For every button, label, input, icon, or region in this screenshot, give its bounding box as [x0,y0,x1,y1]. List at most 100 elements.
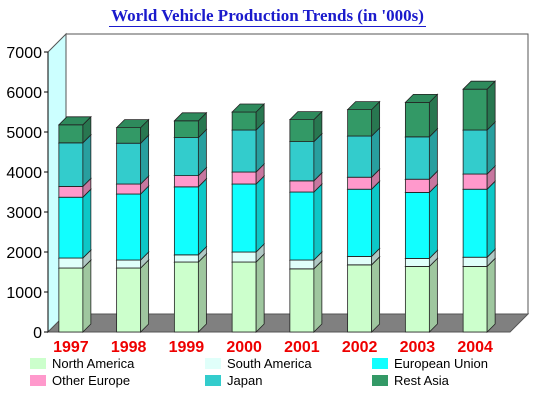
bar-1997-other-europe-front [58,185,84,198]
bar-2001-other-europe-front [289,180,315,193]
legend-swatch [372,375,388,386]
bars [57,80,497,333]
bar-1998-north-america [115,259,150,333]
bar-stack-2001 [288,110,323,333]
legend-label: Other Europe [52,373,130,388]
bar-2003-other-europe-front [404,178,430,193]
legend-swatch [205,375,221,386]
x-tick-label-2000: 2000 [226,339,262,356]
bar-2001-north-america-front [289,268,315,333]
bar-2003-european-union [404,183,439,260]
bar-2003-north-america-side [428,257,438,333]
bar-2003-rest-asia [404,93,439,138]
bar-1999-north-america-front [173,261,199,333]
bar-2002-north-america-front [347,264,373,333]
bar-1997-japan-side [82,133,92,188]
bar-2000-north-america-side [255,253,265,333]
bar-2000-european-union-side [255,175,265,253]
x-axis-labels: 1997 1998 1999 2000 2001 2002 2003 2004 [53,339,493,356]
bar-2001-japan-front [289,141,315,182]
bar-1997-north-america-front [58,267,84,333]
bar-1999-other-europe-front [173,175,199,188]
bar-1999-rest-asia-front [173,120,199,139]
legend-swatch [205,358,221,369]
bar-2003-north-america-front [404,265,430,333]
bar-2004-north-america-front [462,265,488,333]
bar-2001-rest-asia-front [289,119,315,142]
bar-1998-japan-front [116,142,142,185]
bar-1999-japan-front [173,137,199,177]
bar-2004-rest-asia-front [462,88,488,131]
bar-2000-rest-asia-front [231,111,257,131]
bar-1999-north-america [173,253,208,333]
bar-2002-rest-asia-front [347,109,373,137]
bar-2001-european-union [288,183,323,261]
bar-2000-other-europe-front [231,171,257,185]
bar-2001-european-union-front [289,191,315,261]
bar-2002-north-america-side [371,255,381,333]
bar-2003-japan [404,127,439,181]
bar-2003-south-america-front [404,257,430,267]
bar-1997-rest-asia-top [57,116,92,126]
bar-2002-japan-front [347,135,373,178]
legend-label: South America [227,356,312,371]
bar-1998-rest-asia-top [115,119,150,128]
bar-2003-japan-side [428,127,438,181]
bar-1997-south-america-front [58,257,84,269]
y-tick-label: 6000 [6,85,42,102]
y-axis: 0 1000 2000 3000 4000 5000 6000 7000 [6,45,49,342]
bar-2000-japan-side [255,121,265,173]
y-tick-label: 1000 [6,285,42,302]
bar-1997-european-union-side [82,188,92,259]
bar-2001-rest-asia-top [288,111,323,120]
chart-title: World Vehicle Production Trends (in '000… [109,6,426,27]
bar-2002-rest-asia-top [346,101,381,110]
bar-2000-european-union [231,175,266,253]
bar-2004-north-america-side [486,257,496,333]
bar-2000-japan [231,121,266,173]
bar-2000-european-union-front [231,183,257,253]
bar-1998-other-europe-front [116,183,142,195]
bar-stack-1998 [115,118,150,333]
legend-item-other-europe: Other Europe [30,373,130,388]
bar-1998-south-america-front [116,259,142,269]
bar-stack-1999 [173,111,208,333]
bar-stack-2000 [231,103,266,333]
x-tick-label-2001: 2001 [284,339,320,356]
bar-2001-rest-asia [288,110,323,143]
y-tick-label: 0 [33,325,42,342]
legend-item-japan: Japan [205,373,262,388]
bar-2003-european-union-front [404,191,430,259]
x-tick-label-1997: 1997 [53,339,89,356]
x-tick-label-1999: 1999 [169,339,205,356]
bar-1997-european-union [57,188,92,259]
bar-2004-european-union-front [462,188,488,258]
legend-swatch [30,375,46,386]
bar-2000-japan-front [231,129,257,173]
bar-stack-2002 [346,100,381,333]
bar-1999-european-union-front [173,186,199,256]
bar-1998-european-union-side [140,185,150,261]
bar-1997-rest-asia-front [58,124,84,144]
legend: North America South America European Union… [30,356,488,388]
bar-2004-rest-asia [462,80,497,131]
bar-2001-north-america [288,259,323,333]
bar-2002-rest-asia [346,100,381,137]
bar-2002-other-europe-front [347,176,373,190]
bar-2003-european-union-side [428,183,438,260]
bar-2004-south-america-front [462,256,488,267]
bar-2001-north-america-side [313,259,323,333]
legend-swatch [30,358,46,369]
bar-1999-european-union [173,177,208,256]
bar-1999-south-america-front [173,254,199,263]
y-tick-label: 7000 [6,45,42,62]
bar-1997-japan-front [58,142,84,187]
x-tick-label-2002: 2002 [342,339,378,356]
legend-label: European Union [394,356,488,371]
legend-label: North America [52,356,135,371]
bar-1998-european-union-front [116,193,142,261]
y-tick-label: 2000 [6,245,42,262]
bar-2003-rest-asia-front [404,102,430,138]
bar-1999-north-america-side [197,253,207,333]
